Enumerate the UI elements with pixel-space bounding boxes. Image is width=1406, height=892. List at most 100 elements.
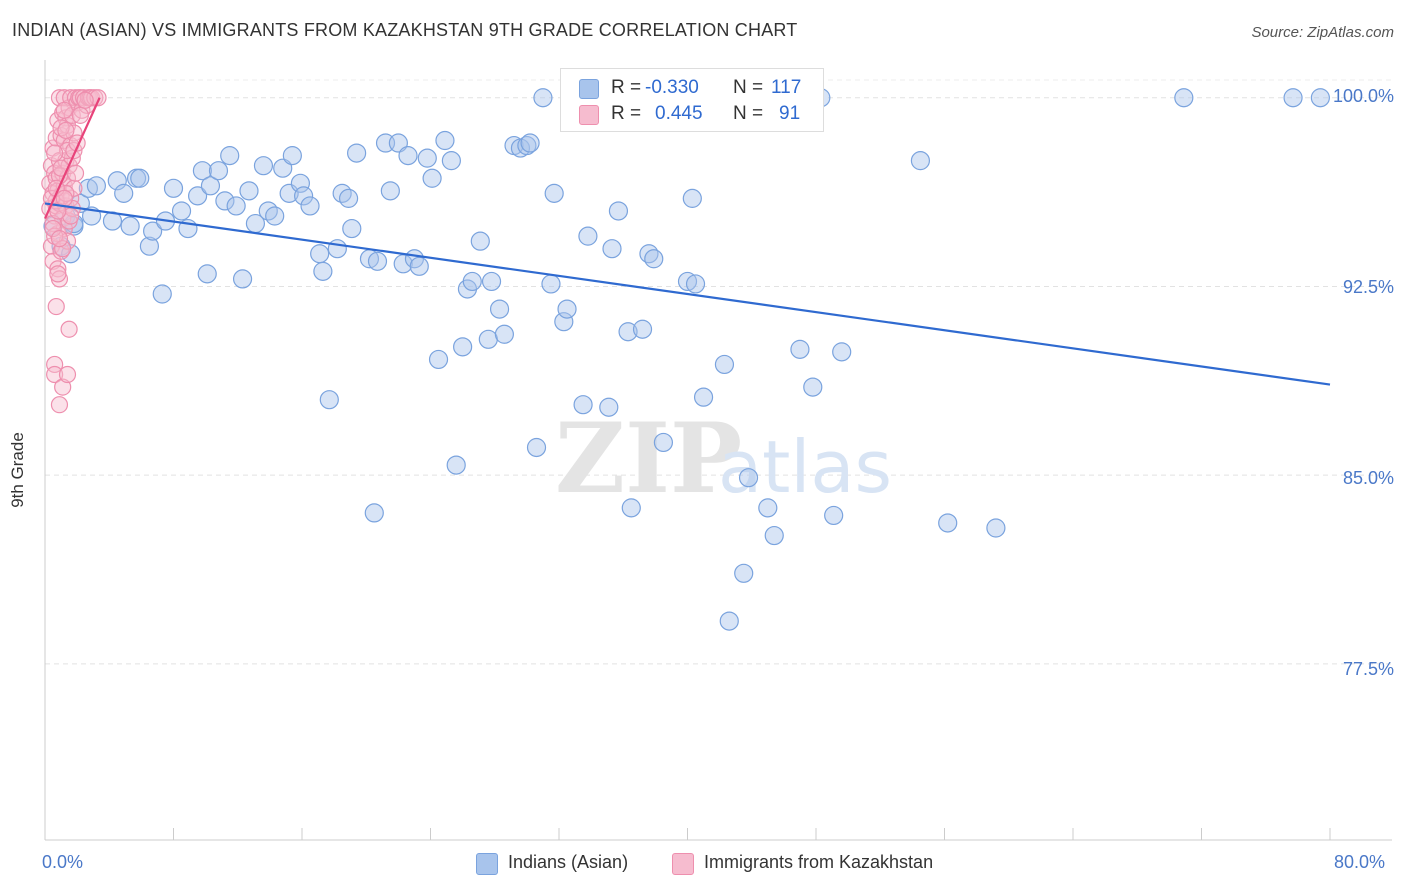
indians-point (441, 151, 461, 171)
indians-point (693, 387, 714, 407)
indians-point (541, 274, 561, 294)
indians-point (734, 563, 754, 583)
indians-point (319, 390, 339, 410)
indians-point (453, 337, 473, 357)
kazakhstan-point (57, 121, 75, 140)
indians-point (738, 468, 759, 488)
indians-point (573, 395, 593, 415)
legend-r-label: R = (611, 103, 642, 124)
kazakhstan-point (50, 230, 69, 248)
kazakhstan-point (44, 214, 62, 233)
indians-point (544, 183, 564, 203)
indians-point (239, 181, 259, 201)
indians-point (232, 269, 253, 289)
indians-point (290, 173, 310, 193)
kazakhstan-point (89, 89, 107, 107)
legend-swatch-blue (579, 79, 599, 99)
indians-point (790, 339, 810, 359)
indians-point (462, 271, 482, 292)
kazakhstan-point (76, 91, 94, 109)
indians-point (446, 455, 466, 475)
kazakhstan-point (47, 297, 65, 316)
indians-point (380, 181, 400, 201)
indians-point (422, 168, 442, 188)
kazakhstan-point (46, 144, 64, 162)
indians-point (832, 342, 852, 362)
indians-point (517, 135, 537, 156)
indians-point (758, 498, 778, 518)
indians-point (478, 329, 498, 349)
indians-point (677, 271, 698, 292)
indians-point (764, 525, 784, 546)
indians-point (682, 188, 702, 208)
indians-point (803, 377, 823, 397)
indians-point (338, 188, 359, 208)
indians-point (364, 503, 384, 523)
indians-point (253, 156, 274, 176)
kazakhstan-point (55, 189, 73, 207)
indians-point (685, 274, 706, 294)
indians-point (294, 186, 314, 206)
indians-point (1310, 88, 1330, 108)
indians-point (1283, 88, 1303, 108)
kazakhstan-point (55, 101, 73, 119)
indians-point (114, 183, 134, 203)
indians-point (78, 178, 98, 198)
legend-n-value: 91 (779, 103, 801, 124)
indians-point (578, 226, 598, 246)
kazakhstan-point (50, 396, 69, 414)
indians-point (192, 161, 213, 181)
indians-point (130, 168, 150, 188)
kazakhstan-point (52, 119, 70, 137)
kazakhstan-point (71, 106, 89, 124)
legend-n-label: N = (733, 103, 764, 124)
indians-point (417, 148, 437, 168)
indians-point (200, 176, 221, 196)
indians-point (313, 261, 333, 281)
indians-point (300, 196, 320, 216)
indians-point (282, 146, 302, 166)
legend-r-label: R = (611, 77, 642, 98)
indians-point (1174, 88, 1194, 108)
indians-point (428, 349, 449, 370)
indians-point (398, 146, 418, 166)
kazakhstan-point (49, 265, 67, 283)
indians-point (481, 271, 502, 292)
legend-swatch-pink (579, 105, 599, 125)
kazakhstan-point (44, 219, 62, 238)
x-tick-label-min: 0.0% (42, 852, 84, 872)
stats-legend: R = -0.330 N = 117 R = 0.445 N = 91 (560, 68, 824, 132)
legend-swatch-pink (672, 853, 694, 875)
indians-point (163, 178, 184, 198)
indians-point (938, 513, 958, 533)
indians-point (435, 130, 455, 151)
indians-point (714, 354, 735, 375)
indians-point (533, 88, 553, 108)
source-label: Source: ZipAtlas.com (1251, 24, 1394, 41)
indians-point (719, 611, 739, 631)
indians-point (526, 437, 547, 458)
x-tick-label-max: 80.0% (1334, 852, 1386, 872)
indians-point (171, 201, 192, 221)
legend-n-label: N = (733, 77, 764, 98)
indians-point (139, 236, 160, 256)
indians-point (265, 206, 285, 226)
indians-point (215, 191, 235, 211)
chart-title: INDIAN (ASIAN) VS IMMIGRANTS FROM KAZAKH… (12, 20, 798, 40)
indians-point (107, 171, 127, 191)
legend-label-indians: Indians (Asian) (508, 852, 629, 872)
indians-point (602, 239, 622, 259)
indians-point (208, 161, 229, 181)
legend-n-value: 117 (771, 77, 802, 98)
indians-point (258, 201, 278, 221)
kazakhstan-point (54, 378, 72, 396)
indians-trend-line (44, 202, 1331, 386)
legend-swatch-blue (476, 853, 498, 875)
kazakhstan-point (46, 365, 64, 384)
watermark-atlas: atlas (718, 425, 892, 509)
kazakhstan-point (60, 320, 78, 338)
indians-point (470, 231, 490, 251)
kazakhstan-point (58, 365, 77, 384)
indians-point (608, 201, 629, 221)
